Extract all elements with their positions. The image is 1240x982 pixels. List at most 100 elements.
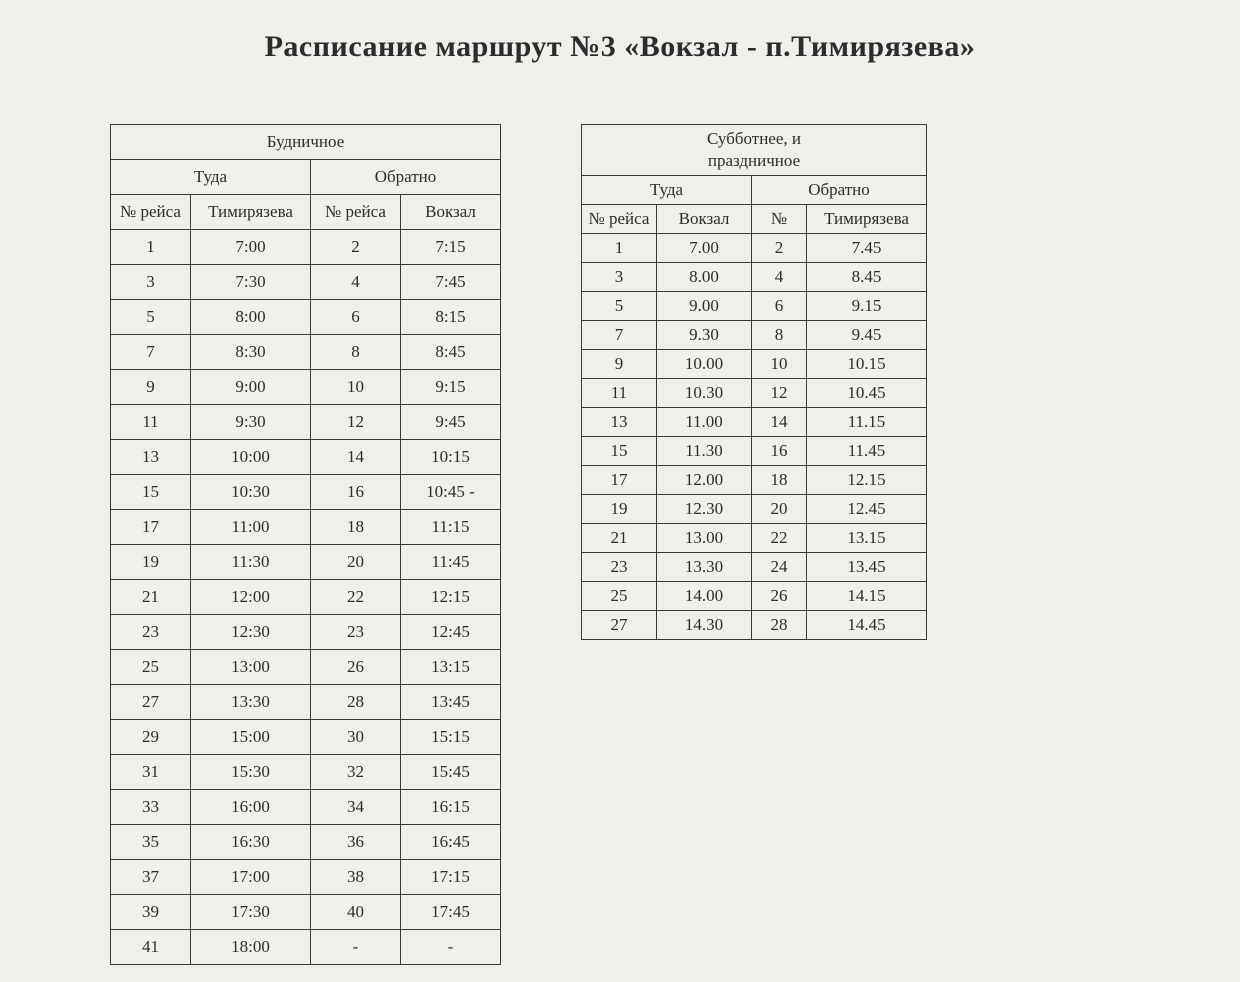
table-cell: - <box>311 930 401 965</box>
table-cell: 8.45 <box>807 263 927 292</box>
table-cell: - <box>401 930 501 965</box>
table-cell: 13:30 <box>191 685 311 720</box>
weekend-header-line2: праздничное <box>708 151 800 170</box>
table-cell: 10.30 <box>657 379 752 408</box>
table-cell: 23 <box>111 615 191 650</box>
table-cell: 3 <box>111 265 191 300</box>
weekend-header-line1: Субботнее, и <box>707 129 801 148</box>
table-cell: 21 <box>111 580 191 615</box>
table-cell: 11.15 <box>807 408 927 437</box>
table-cell: 6 <box>752 292 807 321</box>
table-cell: 15:45 <box>401 755 501 790</box>
table-cell: 33 <box>111 790 191 825</box>
table-cell: 14.00 <box>657 582 752 611</box>
table-cell: 26 <box>311 650 401 685</box>
table-cell: 8:00 <box>191 300 311 335</box>
table-row: 3917:304017:45 <box>111 895 501 930</box>
table-cell: 12.30 <box>657 495 752 524</box>
table-cell: 17:00 <box>191 860 311 895</box>
table-row: 1511.301611.45 <box>582 437 927 466</box>
table-cell: 3 <box>582 263 657 292</box>
table-cell: 18:00 <box>191 930 311 965</box>
table-cell: 7:15 <box>401 230 501 265</box>
table-cell: 23 <box>582 553 657 582</box>
table-cell: 15:00 <box>191 720 311 755</box>
table-cell: 5 <box>582 292 657 321</box>
weekday-header-right: Обратно <box>311 160 501 195</box>
table-cell: 31 <box>111 755 191 790</box>
table-cell: 27 <box>582 611 657 640</box>
table-cell: 37 <box>111 860 191 895</box>
table-cell: 12.45 <box>807 495 927 524</box>
table-cell: 10.00 <box>657 350 752 379</box>
table-cell: 34 <box>311 790 401 825</box>
table-cell: 8 <box>311 335 401 370</box>
table-cell: 14.15 <box>807 582 927 611</box>
table-cell: 10:00 <box>191 440 311 475</box>
table-cell: 9.00 <box>657 292 752 321</box>
table-cell: 12:00 <box>191 580 311 615</box>
table-cell: 13 <box>111 440 191 475</box>
weekend-table: Субботнее, и праздничное Туда Обратно № … <box>581 124 927 640</box>
table-cell: 7 <box>111 335 191 370</box>
table-cell: 29 <box>111 720 191 755</box>
table-row: 4118:00-- <box>111 930 501 965</box>
table-cell: 9:45 <box>401 405 501 440</box>
table-cell: 20 <box>752 495 807 524</box>
table-row: 1711:001811:15 <box>111 510 501 545</box>
table-cell: 26 <box>752 582 807 611</box>
table-row: 59.0069.15 <box>582 292 927 321</box>
table-cell: 10 <box>752 350 807 379</box>
table-cell: 22 <box>752 524 807 553</box>
table-row: 3316:003416:15 <box>111 790 501 825</box>
table-cell: 10:15 <box>401 440 501 475</box>
table-cell: 17:45 <box>401 895 501 930</box>
table-cell: 9:30 <box>191 405 311 440</box>
weekday-table-body: 17:0027:1537:3047:4558:0068:1578:3088:45… <box>111 230 501 965</box>
table-cell: 8:30 <box>191 335 311 370</box>
table-cell: 25 <box>111 650 191 685</box>
table-row: 38.0048.45 <box>582 263 927 292</box>
table-row: 17.0027.45 <box>582 234 927 263</box>
table-cell: 7:00 <box>191 230 311 265</box>
page: Расписание маршрут №3 «Вокзал - п.Тимиря… <box>0 0 1240 982</box>
table-cell: 24 <box>752 553 807 582</box>
table-cell: 16:30 <box>191 825 311 860</box>
table-cell: 18 <box>311 510 401 545</box>
table-cell: 12:30 <box>191 615 311 650</box>
table-cell: 38 <box>311 860 401 895</box>
table-cell: 39 <box>111 895 191 930</box>
table-cell: 7 <box>582 321 657 350</box>
table-cell: 13:45 <box>401 685 501 720</box>
table-cell: 17:30 <box>191 895 311 930</box>
table-cell: 14 <box>311 440 401 475</box>
table-row: 37:3047:45 <box>111 265 501 300</box>
table-cell: 13.00 <box>657 524 752 553</box>
table-row: 2713:302813:45 <box>111 685 501 720</box>
table-cell: 2 <box>311 230 401 265</box>
table-row: 78:3088:45 <box>111 335 501 370</box>
weekday-col-3: Вокзал <box>401 195 501 230</box>
table-cell: 12:15 <box>401 580 501 615</box>
table-row: 119:30129:45 <box>111 405 501 440</box>
table-row: 1310:001410:15 <box>111 440 501 475</box>
table-cell: 28 <box>752 611 807 640</box>
table-cell: 19 <box>111 545 191 580</box>
table-cell: 17 <box>111 510 191 545</box>
table-row: 1712.001812.15 <box>582 466 927 495</box>
weekday-table-head: Будничное Туда Обратно № рейса Тимирязев… <box>111 125 501 230</box>
table-row: 1510:301610:45 - <box>111 475 501 510</box>
table-cell: 13:00 <box>191 650 311 685</box>
weekday-col-2: № рейса <box>311 195 401 230</box>
table-cell: 36 <box>311 825 401 860</box>
table-row: 17:0027:15 <box>111 230 501 265</box>
table-cell: 21 <box>582 524 657 553</box>
table-row: 1110.301210.45 <box>582 379 927 408</box>
table-cell: 13.30 <box>657 553 752 582</box>
table-cell: 11.30 <box>657 437 752 466</box>
table-cell: 16 <box>311 475 401 510</box>
table-cell: 11:45 <box>401 545 501 580</box>
weekend-col-3: Тимирязева <box>807 205 927 234</box>
table-cell: 15 <box>111 475 191 510</box>
table-cell: 7:30 <box>191 265 311 300</box>
